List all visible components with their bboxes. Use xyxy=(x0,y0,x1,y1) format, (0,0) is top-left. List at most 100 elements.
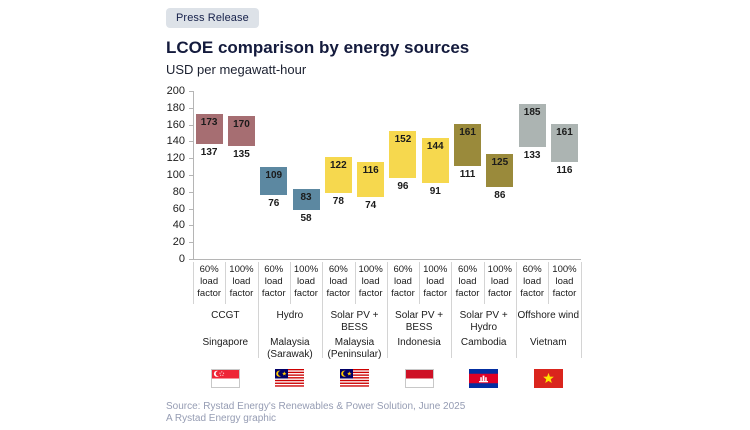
bar-high-value: 122 xyxy=(330,159,347,171)
bar-low-value: 96 xyxy=(397,181,409,193)
load-factor-label: 60% load factor xyxy=(197,264,222,299)
y-axis-line xyxy=(193,91,194,259)
column-divider xyxy=(419,262,421,304)
bar-high-value: 161 xyxy=(459,126,476,138)
y-axis-label: 20 xyxy=(172,236,185,249)
bar-high-value: 170 xyxy=(233,119,250,131)
energy-source-label: CCGT xyxy=(211,310,240,321)
range-bar xyxy=(389,131,417,179)
bar-low-value: 78 xyxy=(332,196,344,208)
flag-singapore-icon xyxy=(210,369,240,388)
load-factor-label: 60% load factor xyxy=(391,264,415,299)
country-label: Vietnam xyxy=(530,337,567,348)
y-axis-tick xyxy=(189,124,193,126)
flag-vietnam-icon xyxy=(533,369,563,388)
group-divider xyxy=(580,262,582,358)
bar-high-value: 116 xyxy=(362,164,379,176)
y-axis-tick xyxy=(189,191,193,193)
y-axis-label: 200 xyxy=(166,85,185,97)
y-axis-label: 180 xyxy=(166,101,185,114)
group-divider xyxy=(257,262,259,358)
bar-high-value: 152 xyxy=(394,134,412,146)
load-factor-label: 100% load factor xyxy=(293,264,319,299)
bar-high-value: 173 xyxy=(200,116,218,128)
group-divider xyxy=(322,262,324,358)
bar-low-value: 133 xyxy=(523,150,541,162)
energy-source-label: Hydro xyxy=(276,310,304,321)
group-divider xyxy=(516,262,517,358)
bar-high-value: 109 xyxy=(265,170,283,182)
chart-title: LCOE comparison by energy sources xyxy=(166,38,470,57)
load-factor-label: 60% load factor xyxy=(520,264,545,299)
y-axis-label: 140 xyxy=(166,135,185,148)
y-axis-label: 60 xyxy=(172,202,185,215)
y-axis-label: 160 xyxy=(166,118,185,131)
range-bar xyxy=(260,167,288,196)
country-label: Indonesia xyxy=(397,337,441,348)
load-factor-label: 100% load factor xyxy=(423,264,448,299)
range-bar xyxy=(518,103,546,148)
bar-high-value: 185 xyxy=(523,106,541,118)
country-label: Malaysia (Peninsular) xyxy=(327,337,382,360)
y-axis-tick xyxy=(189,91,193,92)
range-bar xyxy=(550,123,578,162)
load-factor-label: 100% load factor xyxy=(358,264,383,299)
range-bar xyxy=(324,156,352,194)
load-factor-label: 100% load factor xyxy=(229,264,254,299)
y-axis-tick xyxy=(189,225,193,227)
bar-high-value: 83 xyxy=(300,192,312,204)
chart-subtitle: USD per megawatt-hour xyxy=(166,62,307,77)
bar-low-value: 91 xyxy=(429,185,441,197)
load-factor-label: 60% load factor xyxy=(455,264,480,299)
flag-malaysia-icon xyxy=(340,369,369,388)
range-bar xyxy=(421,138,449,183)
press-release-badge: Press Release xyxy=(166,8,259,28)
country-label: Malaysia (Sarawak) xyxy=(267,337,313,360)
range-bar xyxy=(454,123,482,166)
y-axis-tick xyxy=(189,175,193,176)
column-divider xyxy=(548,262,550,304)
bar-low-value: 86 xyxy=(494,189,506,201)
source-note: Source: Rystad Energy's Renewables & Pow… xyxy=(166,401,466,412)
bar-low-value: 74 xyxy=(365,199,377,211)
bar-low-value: 111 xyxy=(459,168,476,180)
bar-high-value: 161 xyxy=(556,126,573,138)
y-axis-label: 120 xyxy=(166,152,185,165)
energy-source-label: Offshore wind xyxy=(517,310,580,321)
column-divider xyxy=(193,262,194,304)
country-label: Cambodia xyxy=(460,337,507,348)
bar-high-value: 125 xyxy=(491,157,509,168)
country-label: Singapore xyxy=(202,337,249,348)
column-divider xyxy=(483,262,485,304)
y-axis-label: 40 xyxy=(172,219,185,232)
energy-source-label: Solar PV + BESS xyxy=(395,310,444,333)
x-axis-baseline xyxy=(193,259,581,260)
y-axis-label: 100 xyxy=(166,169,185,181)
column-divider xyxy=(225,262,227,304)
load-factor-label: 60% load factor xyxy=(261,264,286,299)
range-bar xyxy=(195,113,223,144)
y-axis-tick xyxy=(189,141,193,143)
graphic-credit: A Rystad Energy graphic xyxy=(166,413,277,424)
group-divider xyxy=(451,262,453,358)
bar-low-value: 116 xyxy=(556,164,573,176)
bar-low-value: 76 xyxy=(268,198,280,210)
range-bar xyxy=(227,116,255,146)
column-divider xyxy=(354,262,356,304)
range-bar xyxy=(486,154,514,187)
range-bar xyxy=(292,189,320,211)
y-axis-tick xyxy=(189,158,193,160)
y-axis-label: 80 xyxy=(172,185,185,198)
column-divider xyxy=(289,262,291,304)
bar-high-value: 144 xyxy=(426,141,444,153)
flag-malaysia-icon xyxy=(275,369,305,388)
y-axis-tick xyxy=(189,208,193,210)
load-factor-label: 100% load factor xyxy=(552,264,577,299)
y-axis-tick xyxy=(189,259,193,260)
y-axis-tick xyxy=(189,107,193,109)
load-factor-label: 60% load factor xyxy=(326,264,351,299)
bar-low-value: 137 xyxy=(200,146,218,158)
energy-source-label: Solar PV + Hydro xyxy=(459,310,508,333)
range-bar xyxy=(357,161,385,197)
